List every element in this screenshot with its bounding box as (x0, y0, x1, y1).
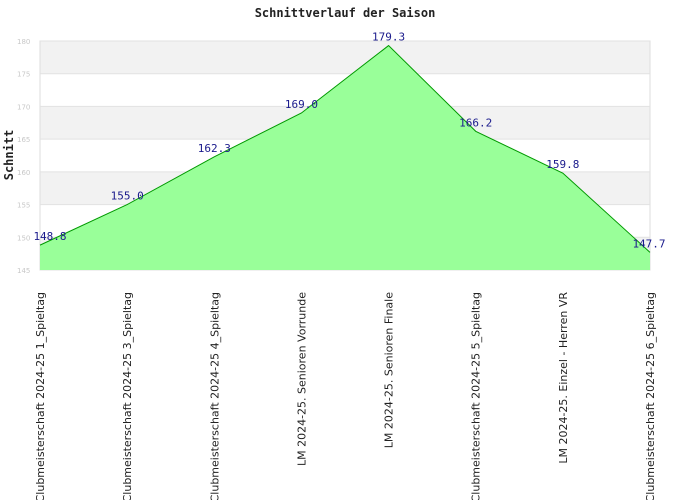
x-tick-label: Clubmeisterschaft 2024-25 3_Spieltag (121, 292, 134, 500)
data-label: 162.3 (198, 142, 231, 155)
data-label: 148.8 (33, 230, 66, 243)
grid-band (40, 41, 650, 74)
data-label: 155.0 (111, 190, 144, 203)
x-tick-label: Clubmeisterschaft 2024-25 1_Spieltag (34, 292, 47, 500)
x-tick-label: LM 2024-25. Senioren Finale (383, 292, 396, 448)
x-tick-labels: Clubmeisterschaft 2024-25 1_Spieltag Club… (34, 292, 657, 500)
y-tick-label: 165 (17, 136, 30, 144)
series-area (40, 45, 650, 270)
x-tick-label: Clubmeisterschaft 2024-25 5_Spieltag (470, 292, 483, 500)
data-labels: 148.8 155.0 162.3 169.0 179.3 166.2 159.8 147.7 (33, 31, 665, 251)
y-tick-label: 155 (17, 202, 30, 210)
y-tick-label: 175 (17, 71, 30, 79)
y-tick-label: 170 (17, 103, 30, 111)
data-label: 169.0 (285, 98, 318, 111)
y-tick-label: 145 (17, 267, 30, 275)
data-label: 159.8 (546, 158, 579, 171)
y-axis-label: Schnitt (2, 130, 16, 181)
x-tick-label: Clubmeisterschaft 2024-25 6_Spieltag (644, 292, 657, 500)
x-tick-label: LM 2024-25. Senioren Vorrunde (295, 292, 308, 466)
y-tick-label: 180 (17, 38, 30, 46)
x-tick-label: LM 2024-25. Einzel - Herren VR (557, 292, 570, 464)
series-line (39, 44, 651, 253)
chart-title: Schnittverlauf der Saison (255, 6, 436, 20)
data-label: 147.7 (632, 237, 665, 250)
data-label: 179.3 (372, 31, 405, 44)
data-label: 166.2 (459, 116, 492, 129)
y-tick-label: 160 (17, 169, 30, 177)
x-tick-label: Clubmeisterschaft 2024-25 4_Spieltag (208, 292, 221, 500)
y-tick-labels: 145 150 155 160 165 170 175 180 (17, 38, 30, 275)
y-tick-label: 150 (17, 234, 30, 242)
